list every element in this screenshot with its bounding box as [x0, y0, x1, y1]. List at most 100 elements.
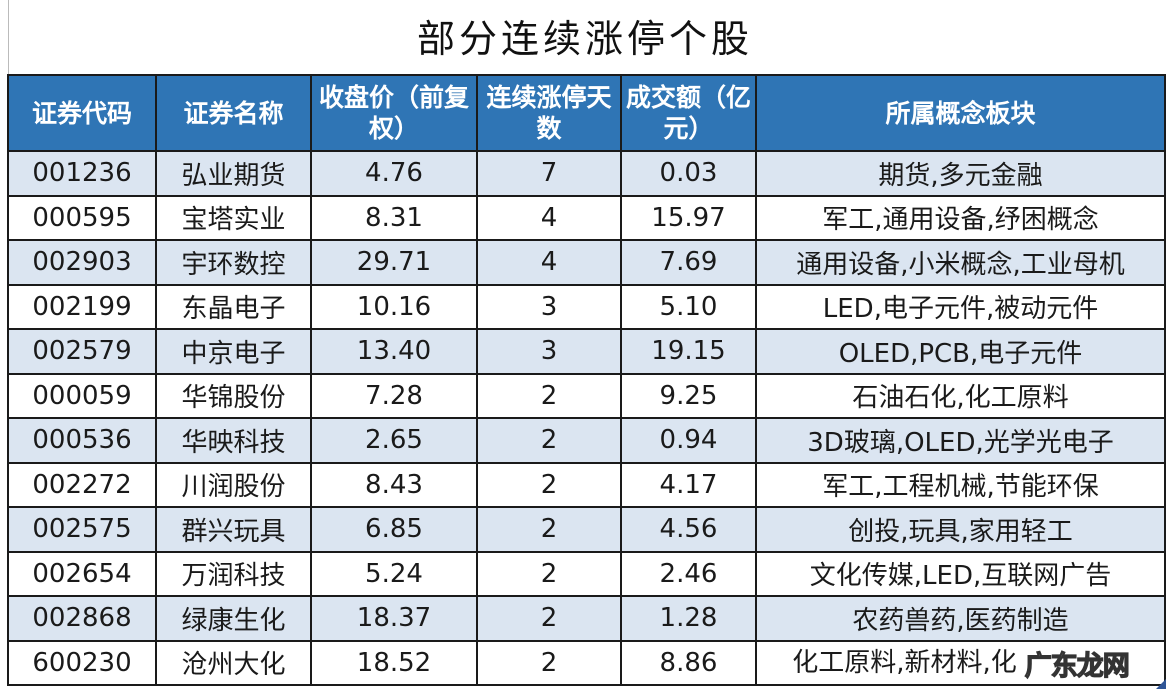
cell-limit-up-days-text: 2 [540, 558, 558, 589]
cell-close-price-text: 6.85 [365, 514, 423, 545]
table-row: 000536 华映科技 2.65 2 0.94 3D玻璃,OLED,光学光电子 [7, 417, 1166, 464]
stock-table: 证券代码 证券名称 收盘价（前复权） 连续涨停天数 成交额（亿元） 所属概念板块… [7, 74, 1166, 686]
cell-turnover: 7.69 [620, 239, 757, 286]
cell-code-text: 000595 [32, 202, 132, 233]
cell-close-price: 18.52 [310, 639, 478, 686]
table-row: 000059 华锦股份 7.28 2 9.25 石油石化,化工原料 [7, 372, 1166, 419]
cell-code-text: 001236 [32, 158, 132, 189]
cell-close-price-text: 10.16 [356, 291, 432, 322]
cell-limit-up-days-text: 2 [540, 647, 558, 678]
cell-limit-up-days: 3 [476, 283, 622, 330]
cell-turnover: 9.25 [620, 372, 757, 419]
cell-concepts: 文化传媒,LED,互联网广告 [755, 550, 1166, 597]
table-row: 002272 川润股份 8.43 2 4.17 军工,工程机械,节能环保 [7, 461, 1166, 508]
cell-limit-up-days-text: 4 [540, 202, 558, 233]
cell-turnover-text: 9.25 [659, 380, 718, 411]
cell-close-price: 2.65 [310, 417, 478, 464]
cell-limit-up-days: 2 [476, 550, 622, 597]
cell-concepts-text: OLED,PCB,电子元件 [838, 338, 1083, 369]
cell-code-text: 000536 [32, 425, 132, 456]
cell-name-text: 弘业期货 [181, 160, 286, 191]
cell-name: 华映科技 [155, 417, 312, 464]
cell-code: 002575 [7, 506, 157, 553]
cell-turnover: 4.17 [620, 461, 757, 508]
table-row: 002579 中京电子 13.40 3 19.15 OLED,PCB,电子元件 [7, 328, 1166, 375]
cell-close-price: 8.31 [310, 194, 478, 241]
cell-code-text: 002575 [32, 514, 132, 545]
cell-code: 000595 [7, 194, 157, 241]
cell-close-price: 5.24 [310, 550, 478, 597]
cell-limit-up-days: 4 [476, 239, 622, 286]
cell-turnover: 0.03 [620, 150, 757, 197]
cell-code-text: 002272 [32, 469, 132, 500]
cell-turnover: 1.28 [620, 595, 757, 642]
cell-close-price: 29.71 [310, 239, 478, 286]
cell-turnover-text: 4.17 [659, 469, 718, 500]
cell-code-text: 002868 [32, 603, 132, 634]
cell-name-text: 华映科技 [181, 427, 286, 458]
cell-close-price: 4.76 [310, 150, 478, 197]
cell-name: 东晶电子 [155, 283, 312, 330]
header-limit-up-days: 连续涨停天数 [476, 74, 622, 152]
cell-turnover: 2.46 [620, 550, 757, 597]
cell-close-price-text: 4.76 [365, 158, 423, 189]
table-row: 002868 绿康生化 18.37 2 1.28 农药兽药,医药制造 [7, 595, 1166, 642]
cell-limit-up-days: 4 [476, 194, 622, 241]
cell-code: 600230 [7, 639, 157, 686]
cell-turnover-text: 19.15 [651, 336, 726, 367]
cell-close-price-text: 2.65 [365, 425, 423, 456]
cell-code: 002579 [7, 328, 157, 375]
cell-concepts-text: 石油石化,化工原料 [852, 383, 1069, 414]
cell-code: 002654 [7, 550, 157, 597]
cell-close-price-text: 7.28 [365, 380, 423, 411]
cell-limit-up-days-text: 7 [540, 158, 558, 189]
cell-limit-up-days-text: 2 [540, 425, 558, 456]
cell-code-text: 000059 [32, 380, 132, 411]
cell-close-price-text: 18.52 [356, 647, 432, 678]
cell-close-price-text: 5.24 [365, 558, 423, 589]
cell-code: 002868 [7, 595, 157, 642]
cell-name: 群兴玩具 [155, 506, 312, 553]
cell-concepts: 石油石化,化工原料 [755, 372, 1166, 419]
cell-limit-up-days: 7 [476, 150, 622, 197]
cell-concepts: 3D玻璃,OLED,光学光电子 [755, 417, 1166, 464]
cell-code: 001236 [7, 150, 157, 197]
cell-close-price-text: 8.43 [365, 469, 423, 500]
cell-turnover-text: 8.86 [659, 647, 718, 678]
cell-turnover: 0.94 [620, 417, 757, 464]
cell-concepts: 创投,玩具,家用轻工 [755, 506, 1166, 553]
cell-name: 万润科技 [155, 550, 312, 597]
cell-concepts-text: 通用设备,小米概念,工业母机 [796, 249, 1125, 280]
header-code: 证券代码 [7, 74, 157, 152]
cell-concepts: OLED,PCB,电子元件 [755, 328, 1166, 375]
cell-concepts-text: 期货,多元金融 [878, 160, 1043, 191]
cell-limit-up-days: 2 [476, 639, 622, 686]
table-row: 001236 弘业期货 4.76 7 0.03 期货,多元金融 [7, 150, 1166, 197]
sheet-gridline [8, 0, 9, 75]
cell-name-text: 东晶电子 [181, 294, 286, 325]
cell-concepts: 军工,通用设备,纾困概念 [755, 194, 1166, 241]
cell-concepts: 农药兽药,医药制造 [755, 595, 1166, 642]
table-header-row: 证券代码 证券名称 收盘价（前复权） 连续涨停天数 成交额（亿元） 所属概念板块 [7, 74, 1166, 152]
cell-close-price: 13.40 [310, 328, 478, 375]
cell-name: 川润股份 [155, 461, 312, 508]
cell-name: 中京电子 [155, 328, 312, 375]
cell-name-text: 中京电子 [181, 338, 286, 369]
cell-close-price-text: 29.71 [356, 247, 432, 278]
cell-turnover-text: 0.94 [659, 425, 718, 456]
header-name: 证券名称 [155, 74, 312, 152]
cell-turnover: 8.86 [620, 639, 757, 686]
cell-limit-up-days: 3 [476, 328, 622, 375]
cell-concepts-text: 军工,工程机械,节能环保 [822, 472, 1099, 503]
cell-code: 002272 [7, 461, 157, 508]
cell-name-text: 川润股份 [181, 472, 286, 503]
cell-limit-up-days-text: 2 [540, 469, 558, 500]
watermark-logo: 广东龙网 [1024, 651, 1130, 683]
header-close-price: 收盘价（前复权） [310, 74, 478, 152]
cell-code-text: 600230 [32, 647, 132, 678]
cell-code-text: 002199 [32, 291, 132, 322]
cell-code: 000536 [7, 417, 157, 464]
cell-concepts-text: LED,电子元件,被动元件 [822, 294, 1099, 325]
cell-name-text: 万润科技 [181, 561, 286, 592]
cell-limit-up-days: 2 [476, 372, 622, 419]
